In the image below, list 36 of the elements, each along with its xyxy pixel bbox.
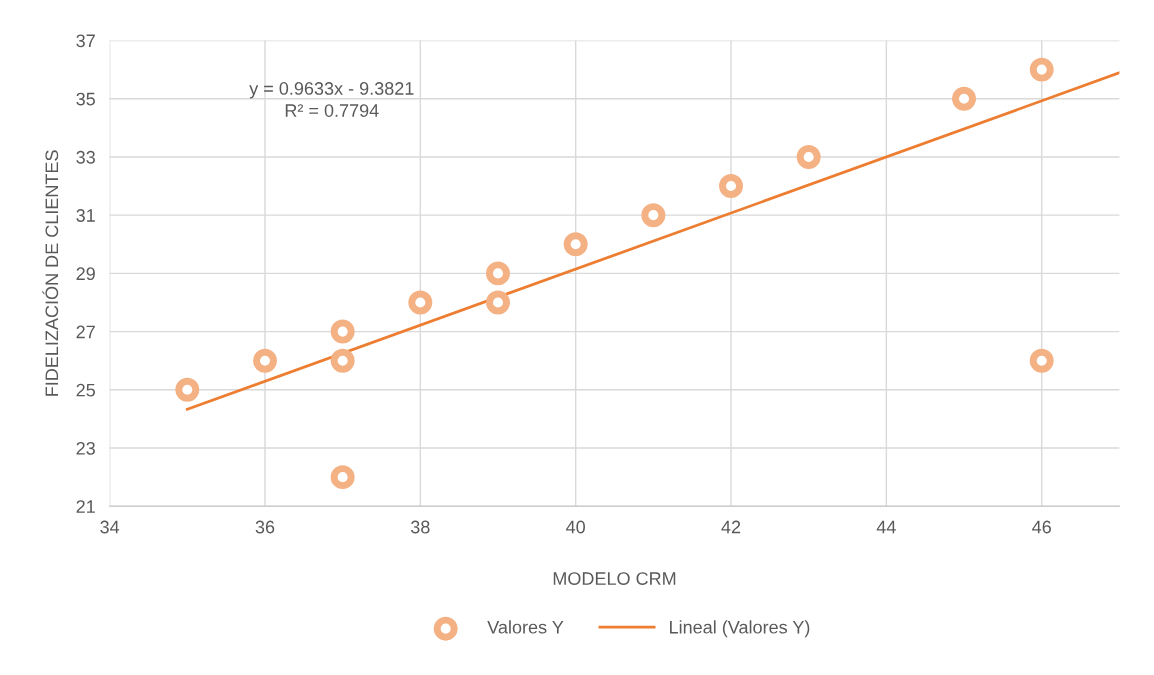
- x-tick-label: 40: [566, 520, 585, 534]
- x-axis-title: MODELO CRM: [553, 572, 676, 585]
- y-tick-label: 23: [76, 441, 95, 455]
- point: [486, 290, 510, 315]
- point: [330, 348, 355, 373]
- y-tick-label: 29: [76, 267, 95, 281]
- point: [175, 377, 200, 402]
- point: [330, 465, 355, 490]
- point: [1029, 57, 1054, 82]
- y-tick-label: 27: [76, 325, 95, 339]
- y-tick-label: 33: [76, 150, 95, 164]
- point: [796, 144, 821, 169]
- y-tick-label: 25: [76, 383, 95, 397]
- x-tick-label: 42: [721, 520, 741, 534]
- point: [563, 232, 588, 257]
- point: [952, 86, 977, 111]
- annotation: y = 0.9633x - 9.3821 R² = 0.7794: [249, 82, 414, 117]
- y-tick-label: 31: [76, 209, 95, 222]
- point: [330, 319, 355, 344]
- point: [486, 261, 510, 286]
- x-tick-label: 34: [100, 520, 120, 534]
- legend-label: Lineal (Valores Y): [670, 620, 810, 638]
- point: [1029, 348, 1054, 373]
- x-tick-label: 38: [410, 520, 430, 534]
- y-tick-label: 21: [76, 500, 95, 513]
- x-tick-label: 36: [255, 520, 275, 534]
- legend-label: Valores Y: [487, 620, 564, 634]
- point: [408, 290, 433, 315]
- point: [641, 203, 666, 228]
- point: [253, 348, 277, 373]
- point: [719, 174, 743, 199]
- y-tick-label: 37: [76, 34, 95, 48]
- x-tick-label: 44: [876, 520, 896, 534]
- x-tick-label: 46: [1032, 520, 1051, 534]
- y-axis-title: FIDELIZACIÓN DE CLIENTES: [42, 150, 59, 396]
- y-tick-label: 35: [76, 92, 95, 106]
